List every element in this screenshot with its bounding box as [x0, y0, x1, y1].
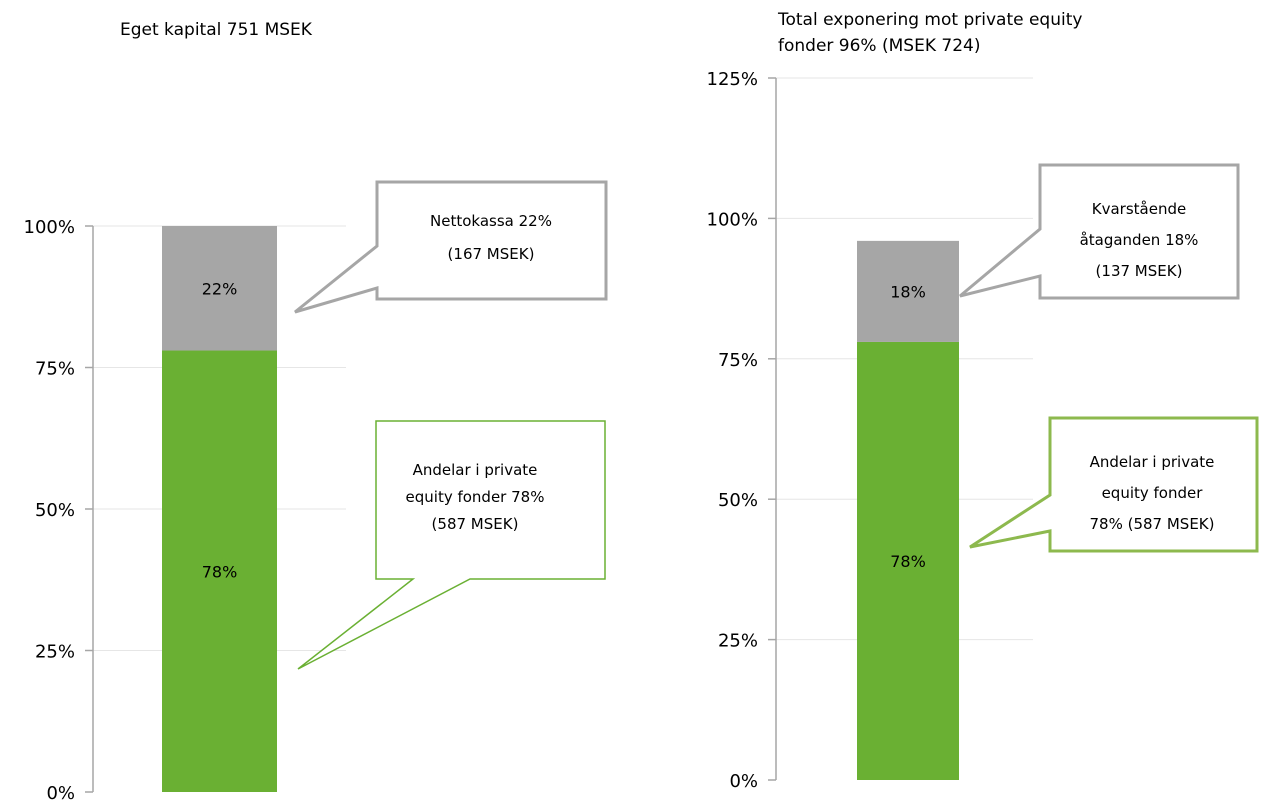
chart-left-bar-segment-1 — [162, 350, 277, 792]
chart-right-callout-remaining-commitments: Kvarstående åtaganden 18% (137 MSEK) — [959, 163, 1240, 300]
chart-right-bars: 78% 18% — [857, 240, 959, 780]
chart-right-tick-label: 25% — [718, 631, 758, 652]
callout-remaining-line-3: (137 MSEK) — [1096, 262, 1183, 280]
chart-right-tick-label: 125% — [707, 69, 758, 90]
chart-left-bars: 78% 22% — [162, 226, 277, 792]
callout-fund-shares-right-line-2: equity fonder — [1102, 484, 1204, 502]
chart-left-bar-segment-2 — [162, 226, 277, 351]
chart-right-tick-label: 50% — [718, 490, 758, 511]
callout-net-cash-line-1: Nettokassa 22% — [430, 212, 552, 230]
callout-net-cash-line-2: (167 MSEK) — [448, 245, 535, 263]
chart-left-title-line-1: Eget kapital 751 MSEK — [120, 20, 313, 40]
callout-fund-shares-left-line-3: (587 MSEK) — [432, 515, 519, 533]
chart-left-callout-fund-shares: Andelar i private equity fonder 78% (587… — [297, 420, 606, 670]
chart-left: Eget kapital 751 MSEK 0% 25% 50% 75% 100% 78… — [24, 20, 608, 803]
callout-fund-shares-left-line-1: Andelar i private — [413, 461, 538, 479]
chart-right-y-ticks: 0% 25% 50% 75% 100% 125% — [707, 69, 776, 792]
chart-left-bar-label-1: 78% — [202, 562, 238, 581]
chart-left-tick-label: 75% — [35, 359, 75, 380]
chart-left-y-ticks: 0% 25% 50% 75% 100% — [24, 217, 93, 803]
chart-right-tick-label: 75% — [718, 350, 758, 371]
chart-right-bar-label-2: 18% — [890, 282, 926, 301]
callout-fund-shares-right-box — [969, 416, 1259, 553]
chart-left-tick-label: 25% — [35, 642, 75, 663]
chart-right: Total exponering mot private equity fond… — [707, 10, 1259, 792]
chart-right-bar-segment-2 — [857, 240, 959, 342]
chart-right-tick-label: 0% — [729, 771, 758, 792]
chart-right-callout-fund-shares: Andelar i private equity fonder 78% (587… — [969, 416, 1259, 553]
chart-left-callout-net-cash: Nettokassa 22% (167 MSEK) — [294, 180, 608, 314]
chart-left-tick-label: 100% — [24, 217, 75, 238]
callout-fund-shares-left-box — [297, 420, 606, 670]
callout-remaining-line-1: Kvarstående — [1092, 200, 1186, 218]
callout-fund-shares-right-line-3: 78% (587 MSEK) — [1090, 515, 1215, 533]
callout-net-cash-box — [294, 180, 608, 314]
callout-fund-shares-left-line-2: equity fonder 78% — [406, 488, 545, 506]
chart-right-bar-segment-1 — [857, 341, 959, 780]
callout-remaining-box — [959, 163, 1240, 300]
chart-right-bar-label-1: 78% — [890, 552, 926, 571]
chart-left-tick-label: 0% — [46, 783, 75, 803]
chart-right-title-line-2: fonder 96% (MSEK 724) — [778, 36, 980, 56]
chart-left-tick-label: 50% — [35, 500, 75, 521]
callout-fund-shares-right-line-1: Andelar i private — [1090, 453, 1215, 471]
chart-right-tick-label: 100% — [707, 209, 758, 230]
callout-remaining-line-2: åtaganden 18% — [1080, 231, 1199, 249]
chart-left-bar-label-2: 22% — [202, 279, 238, 298]
chart-right-title-line-1: Total exponering mot private equity — [777, 10, 1082, 30]
